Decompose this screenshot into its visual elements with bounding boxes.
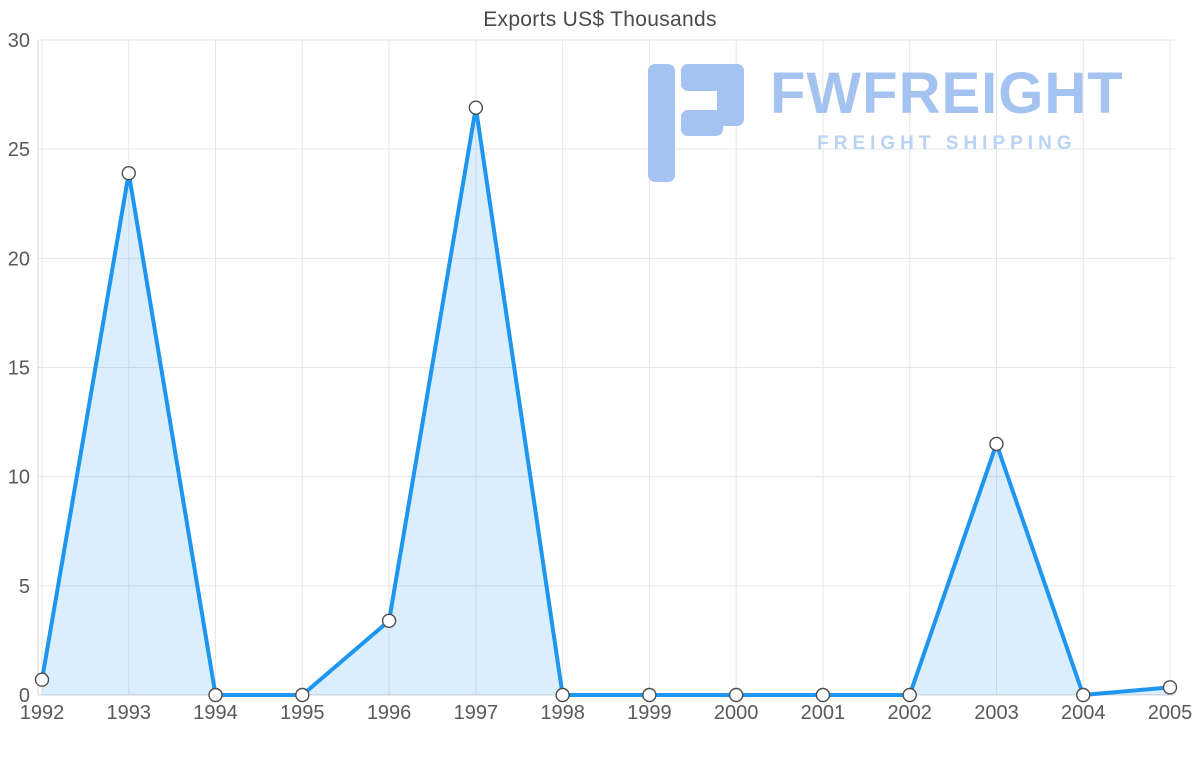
x-tick-label: 1992 — [20, 702, 65, 724]
data-point-2002[interactable] — [902, 687, 917, 703]
y-tick-label: 25 — [8, 139, 30, 161]
x-tick-label: 2002 — [887, 702, 932, 724]
data-point-1997[interactable] — [468, 100, 484, 115]
data-point-2000[interactable] — [728, 687, 744, 703]
y-tick-label: 30 — [8, 30, 30, 52]
x-tick-label: 1998 — [540, 702, 585, 724]
x-tick-label: 1997 — [454, 702, 499, 724]
data-point-1994[interactable] — [208, 687, 223, 703]
data-point-1998[interactable] — [555, 687, 570, 703]
x-tick-label: 1994 — [193, 702, 238, 724]
y-tick-label: 0 — [19, 685, 30, 707]
data-point-1995[interactable] — [295, 687, 310, 703]
series-area — [42, 107, 1170, 695]
x-tick-label: 2005 — [1148, 702, 1193, 724]
data-point-2003[interactable] — [989, 436, 1004, 452]
x-tick-label: 1999 — [627, 702, 672, 724]
x-tick-label: 1995 — [280, 702, 325, 724]
data-point-2005[interactable] — [1162, 680, 1178, 695]
y-tick-label: 20 — [8, 248, 30, 270]
x-tick-label: 2003 — [974, 702, 1019, 724]
y-tick-label: 10 — [8, 467, 30, 489]
data-point-1993[interactable] — [121, 165, 136, 181]
x-tick-label: 2004 — [1061, 702, 1106, 724]
x-tick-label: 1993 — [107, 702, 152, 724]
y-tick-label: 5 — [19, 576, 30, 598]
x-tick-label: 2000 — [714, 702, 759, 724]
data-point-2004[interactable] — [1076, 687, 1091, 703]
data-point-1996[interactable] — [381, 613, 397, 628]
y-tick-label: 15 — [8, 358, 30, 380]
x-tick-label: 2001 — [801, 702, 846, 724]
x-tick-label: 1996 — [367, 702, 412, 724]
data-point-2001[interactable] — [815, 687, 831, 703]
data-point-1999[interactable] — [642, 687, 657, 703]
data-point-1992[interactable] — [34, 672, 50, 687]
chart-title: Exports US$ Thousands — [483, 8, 717, 31]
series-line — [40, 105, 1172, 697]
